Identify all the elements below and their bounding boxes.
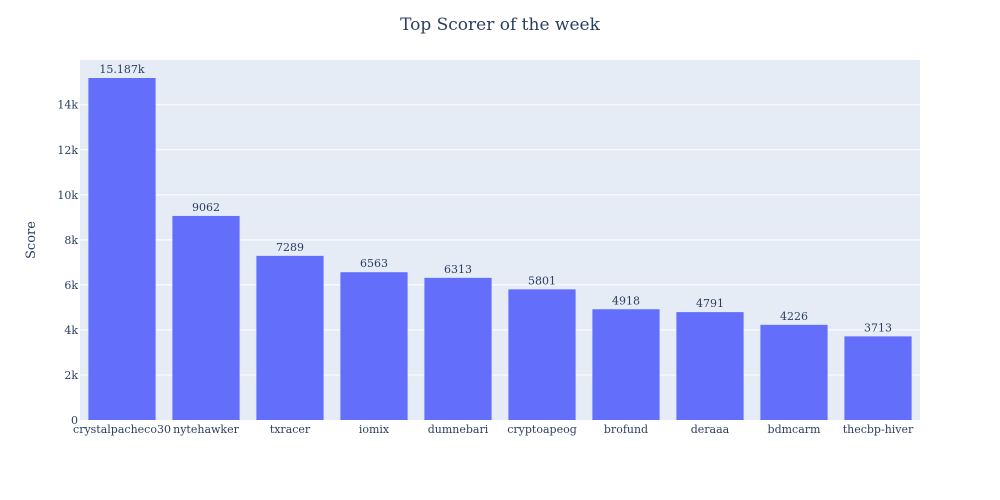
y-tick-label: 12k [57, 144, 78, 157]
bar-iomix[interactable] [340, 272, 408, 420]
bar-brofund[interactable] [592, 309, 660, 420]
x-tick-label: nytehawker [173, 423, 239, 436]
x-tick-label: txracer [270, 423, 311, 436]
data-label: 15.187k [99, 63, 144, 76]
x-tick-label: crystalpacheco30 [73, 423, 171, 436]
data-label: 7289 [276, 241, 304, 254]
x-tick-label: cryptoapeog [507, 423, 577, 436]
y-tick-label: 0 [71, 414, 78, 427]
y-tick-label: 10k [57, 189, 78, 202]
bar-thecbp-hiver[interactable] [844, 336, 912, 420]
x-tick-label: brofund [604, 423, 648, 436]
data-label: 4918 [612, 294, 640, 307]
y-tick-label: 6k [64, 279, 78, 292]
x-tick-label: bdmcarm [768, 423, 821, 436]
y-tick-label: 14k [57, 99, 78, 112]
data-label: 3713 [864, 321, 892, 334]
x-tick-label: thecbp-hiver [843, 423, 914, 436]
bar-dumnebari[interactable] [424, 277, 492, 420]
bar-nytehawker[interactable] [172, 215, 240, 420]
y-tick-label: 4k [64, 324, 78, 337]
y-tick-label: 2k [64, 369, 78, 382]
x-tick-label: dumnebari [428, 423, 489, 436]
x-tick-label: deraaa [691, 423, 730, 436]
data-label: 4226 [780, 310, 808, 323]
bars [88, 78, 912, 420]
data-label: 9062 [192, 201, 220, 214]
data-label: 5801 [528, 274, 556, 287]
bar-txracer[interactable] [256, 255, 324, 420]
data-label: 6313 [444, 263, 472, 276]
bar-bdmcarm[interactable] [760, 324, 828, 420]
y-axis-title: Score [24, 221, 39, 259]
bar-crystalpacheco30[interactable] [88, 78, 156, 420]
x-axis-ticks: crystalpacheco30 nytehawker txracer iomix du… [73, 423, 914, 436]
data-labels: 15.187k 9062 7289 6563 6313 5801 4918 4791 4226 3… [99, 63, 892, 334]
y-axis-ticks: 0 2k 4k 6k 8k 10k 12k 14k [57, 99, 78, 427]
bar-deraaa[interactable] [676, 312, 744, 420]
bar-cryptoapeog[interactable] [508, 289, 576, 420]
y-tick-label: 8k [64, 234, 78, 247]
data-label: 6563 [360, 257, 388, 270]
chart-title: Top Scorer of the week [400, 15, 601, 35]
data-label: 4791 [696, 297, 724, 310]
x-tick-label: iomix [359, 423, 390, 436]
